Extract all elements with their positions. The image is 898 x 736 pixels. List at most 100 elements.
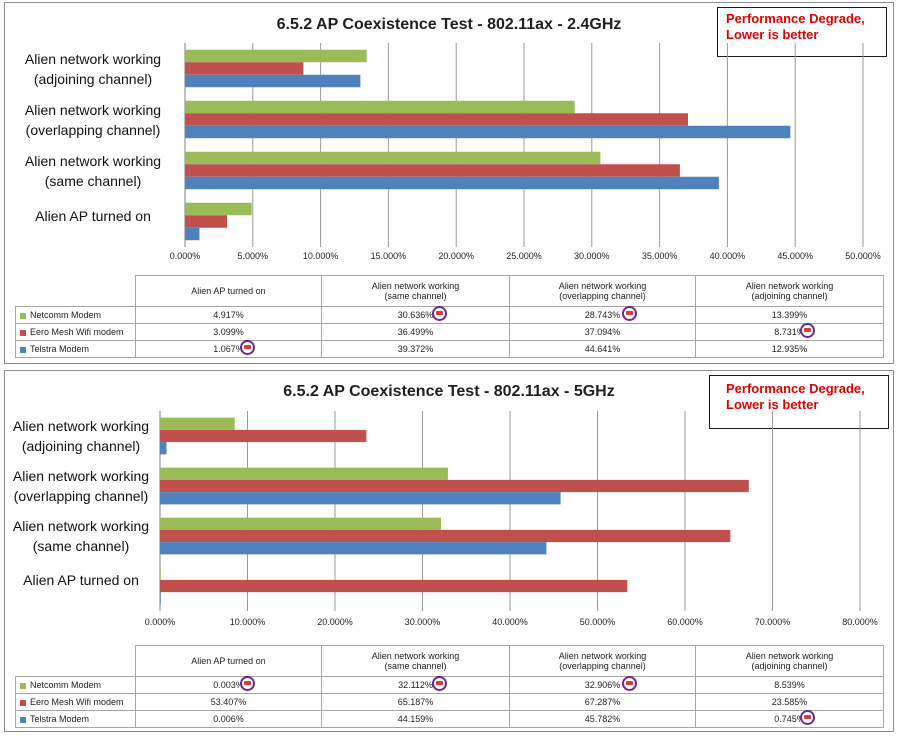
x-tick-label: 5.000% [238,251,269,261]
legend-label: Telstra Modem [30,344,90,354]
data-table: Alien AP turned on Alien network working(… [15,275,884,358]
table-column-header: Alien network working (overlapping channe… [509,645,696,677]
bar [185,202,252,216]
note-line-1: Performance Degrade, [726,381,865,396]
x-tick-label: 45.000% [777,251,813,261]
legend-entry: Netcomm Modem [15,306,136,324]
bar [185,176,719,190]
award-badge-icon [622,676,637,691]
category-label: Alien AP turned on [35,207,151,224]
x-tick-label: 30.000% [405,617,441,627]
bar [160,429,367,443]
legend-entry: Netcomm Modem [15,676,136,694]
table-column-header: Alien AP turned on [135,275,322,307]
note-box: Performance Degrade, Lower is better [709,375,889,429]
x-tick-label: 15.000% [371,251,407,261]
table-column-header: Alien network working (same channel) [321,275,510,307]
table-cell: 3.099% [135,323,322,341]
table-row: Telstra Modem 0.006% 44.159% 45.782% 0.745% [15,710,884,728]
bar [185,74,361,88]
chart-panel-5g: 6.5.2 AP Coexistence Test - 802.11ax - 5… [4,370,894,732]
x-tick-label: 50.000% [580,617,616,627]
bar [185,62,304,75]
table-row: Eero Mesh Wifi modem 53.407% 65.187% 67.287… [15,693,884,711]
category-label: Alien network working (adjoining channel) [12,418,150,454]
table-column-header: Alien network working (same channel) [321,645,510,677]
bar [160,592,161,605]
legend-label: Netcomm Modem [30,680,102,690]
table-cell: 65.187% [321,693,510,711]
x-tick-label: 10.000% [230,617,266,627]
table-corner [15,275,136,307]
table-cell: 45.782% [509,710,696,728]
table-cell: 32.112% [321,676,510,694]
x-tick-label: 20.000% [438,251,474,261]
chart-panel-2g: 6.5.2 AP Coexistence Test - 802.11ax - 2… [4,2,894,364]
award-badge-icon [622,306,637,321]
bar [185,125,791,139]
bar [160,517,441,530]
legend-swatch [20,312,26,319]
award-badge-icon [800,323,815,338]
table-cell: 28.743% [509,306,696,324]
bar [185,215,228,228]
table-cell: 8.731% [695,323,884,341]
legend-label: Netcomm Modem [30,310,102,320]
legend-swatch [20,329,26,336]
table-cell: 44.159% [321,710,510,728]
x-tick-label: 35.000% [642,251,678,261]
table-row: Telstra Modem 1.067% 39.372% 44.641% 12.935% [15,340,884,358]
legend-entry: Telstra Modem [15,340,136,358]
award-badge-icon [240,340,255,355]
bar [185,227,200,241]
x-tick-label: 10.000% [303,251,339,261]
bar [160,542,547,555]
legend-label: Eero Mesh Wifi modem [30,327,124,337]
award-badge-icon [432,676,447,691]
x-tick-label: 50.000% [845,251,881,261]
bar-plot: 0.000% 5.000% 10.000% 15.000% 20.000% 25.000%… [170,43,881,261]
award-badge-icon [432,306,447,321]
legend-swatch [20,682,26,689]
data-table: Alien AP turned on Alien network working(… [15,645,884,728]
bar [160,579,628,593]
table-cell: 13.399% [695,306,884,324]
note-line-2: Lower is better [726,397,819,412]
bar [160,567,161,580]
chart-title: 6.5.2 AP Coexistence Test - 802.11ax - 2… [276,16,622,33]
x-tick-label: 0.000% [145,617,176,627]
table-column-header: Alien AP turned on [135,645,322,677]
legend-label: Telstra Modem [30,714,90,724]
category-label: Alien network working (adjoining channel) [24,50,162,87]
table-row: Netcomm Modem 4.917% 30.636% 28.743% 13.399% [15,306,884,324]
table-cell: 53.407% [135,693,322,711]
x-tick-label: 80.000% [842,617,878,627]
table-cell: 36.499% [321,323,510,341]
x-tick-label: 70.000% [755,617,791,627]
note-line-1: Performance Degrade, [726,11,865,26]
note-box: Performance Degrade, Lower is better [717,7,887,57]
legend-swatch [20,346,26,353]
legend-entry: Eero Mesh Wifi modem [15,693,136,711]
table-cell: 37.094% [509,323,696,341]
note-line-2: Lower is better [726,27,819,42]
legend-entry: Eero Mesh Wifi modem [15,323,136,341]
table-cell: 32.906% [509,676,696,694]
x-tick-label: 0.000% [170,251,201,261]
x-tick-label: 25.000% [506,251,542,261]
bar [185,100,575,114]
bar [160,467,448,480]
category-label: Alien network working (overlapping channe… [24,101,162,138]
x-tick-label: 20.000% [317,617,353,627]
table-cell: 0.003% [135,676,322,694]
award-badge-icon [240,676,255,691]
table-cell: 67.287% [509,693,696,711]
bar [185,151,601,165]
table-cell: 30.636% [321,306,510,324]
table-cell: 23.585% [695,693,884,711]
table-cell: 4.917% [135,306,322,324]
category-label: Alien network working (same channel) [24,152,162,189]
bar [160,417,235,430]
category-label: Alien network working (same channel) [12,518,150,554]
x-tick-label: 40.000% [710,251,746,261]
